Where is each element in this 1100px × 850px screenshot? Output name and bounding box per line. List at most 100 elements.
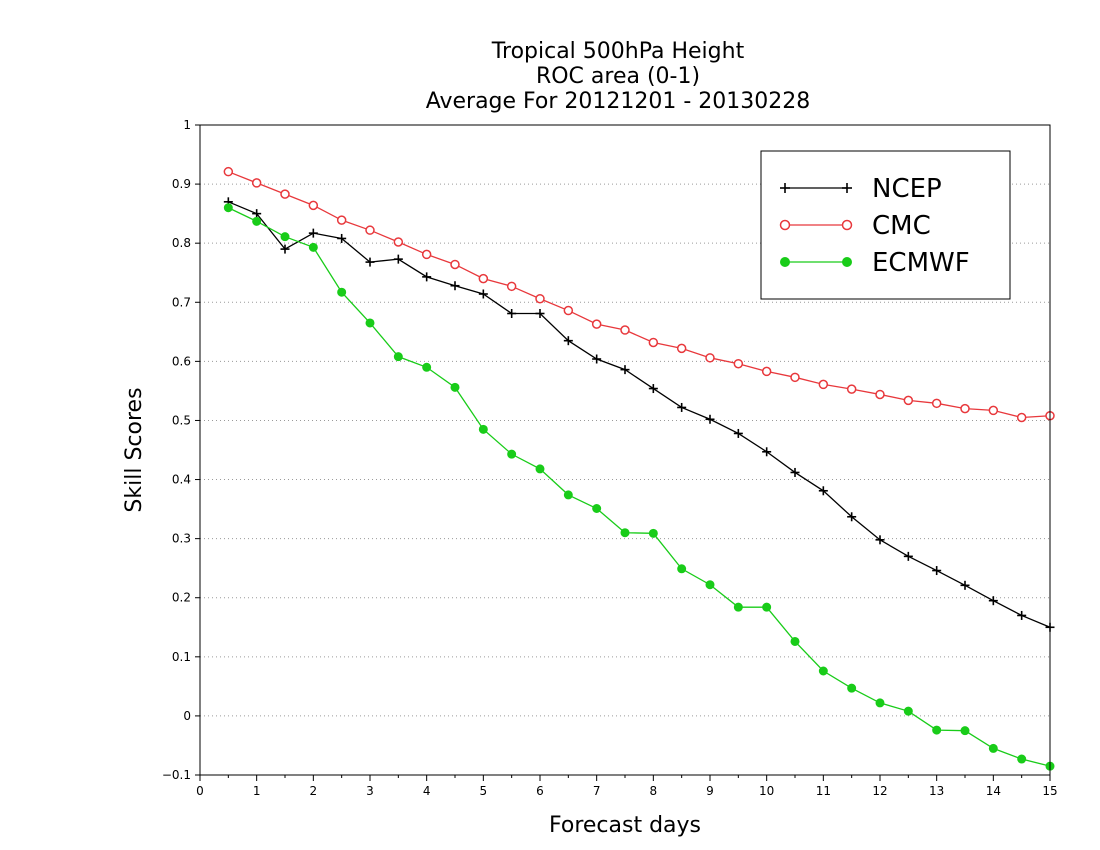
legend-entry-ecmwf: ECMWF — [780, 248, 970, 278]
data-point-cmc — [450, 259, 460, 270]
data-point-ecmwf — [223, 203, 233, 213]
x-tick-label: 9 — [706, 784, 714, 798]
legend-marker — [841, 219, 853, 231]
data-point-cmc — [761, 366, 772, 377]
data-point-ncep — [337, 233, 347, 243]
data-point-ecmwf — [422, 362, 432, 372]
y-tick-label: 0.9 — [172, 177, 191, 191]
y-tick-label: 0.3 — [172, 532, 191, 546]
data-point-ncep — [932, 566, 942, 576]
legend-entry-ncep: NCEP — [780, 174, 942, 204]
y-tick-label: 1 — [183, 118, 191, 132]
x-tick-label: 0 — [196, 784, 204, 798]
y-tick-label: 0.8 — [172, 236, 191, 250]
data-point-ecmwf — [677, 564, 687, 574]
chart-title-line-2: ROC area (0-1) — [536, 64, 700, 89]
data-point-ecmwf — [818, 666, 828, 676]
data-point-ecmwf — [308, 242, 318, 252]
data-point-ecmwf — [705, 580, 715, 590]
data-point-ncep — [592, 354, 602, 364]
x-tick-label: 1 — [253, 784, 261, 798]
data-point-ecmwf — [592, 504, 602, 513]
data-point-cmc — [818, 379, 829, 390]
legend-label: ECMWF — [872, 248, 970, 278]
data-point-ncep — [705, 414, 715, 424]
x-tick-label: 10 — [759, 784, 774, 798]
data-point-cmc — [988, 405, 999, 416]
data-point-cmc — [223, 166, 234, 177]
x-tick-label: 13 — [929, 784, 944, 798]
x-tick-label: 11 — [816, 784, 831, 798]
data-point-ecmwf — [535, 464, 545, 474]
chart-title-line-3: Average For 20121201 - 20130228 — [426, 89, 811, 114]
data-point-cmc — [591, 319, 602, 329]
chart-title-line-1: Tropical 500hPa Height — [491, 39, 745, 64]
data-point-ecmwf — [450, 382, 460, 392]
legend-entries: NCEP CMC ECMWF — [779, 174, 970, 278]
data-point-ecmwf — [478, 424, 488, 434]
legend-label: NCEP — [872, 174, 942, 204]
x-tick-label: 2 — [310, 784, 318, 798]
y-tick-label: 0.6 — [172, 354, 191, 368]
data-point-ncep — [733, 428, 743, 438]
data-point-ecmwf — [932, 725, 942, 735]
data-point-ncep — [535, 309, 545, 318]
data-point-cmc — [733, 358, 744, 369]
data-point-cmc — [1016, 412, 1027, 423]
data-point-ecmwf — [252, 216, 262, 226]
series-cmc — [223, 166, 1055, 423]
data-point-cmc — [931, 398, 942, 409]
data-point-ncep — [450, 281, 460, 291]
data-point-ncep — [478, 289, 488, 299]
data-point-ecmwf — [762, 602, 772, 612]
x-tick-label: 7 — [593, 784, 601, 798]
legend-marker — [780, 257, 790, 267]
data-point-ncep — [790, 467, 800, 477]
data-point-cmc — [308, 200, 319, 211]
data-point-ncep — [818, 486, 828, 496]
data-point-cmc — [478, 273, 489, 284]
legend-label: CMC — [872, 211, 931, 241]
y-tick-label: 0.4 — [172, 473, 191, 487]
data-point-ecmwf — [365, 318, 375, 328]
series-ecmwf — [223, 203, 1055, 771]
y-tick-label: 0.5 — [172, 413, 191, 427]
data-point-ecmwf — [280, 232, 290, 242]
data-point-ecmwf — [1017, 754, 1027, 764]
data-point-ncep — [620, 365, 630, 375]
y-axis-label: Skill Scores — [122, 387, 147, 512]
data-point-ecmwf — [790, 636, 800, 646]
data-point-cmc — [875, 389, 885, 400]
data-point-cmc — [421, 249, 432, 260]
legend-marker — [779, 219, 791, 231]
x-tick-label: 6 — [536, 784, 544, 798]
data-point-ncep — [1017, 610, 1027, 620]
data-point-cmc — [365, 225, 375, 235]
legend: NCEP CMC ECMWF — [760, 150, 1011, 300]
data-point-cmc — [676, 343, 687, 354]
x-tick-label: 15 — [1042, 784, 1057, 798]
data-point-cmc — [280, 189, 290, 199]
y-tick-label: 0.1 — [172, 650, 191, 664]
data-point-ecmwf — [620, 528, 630, 538]
data-point-ecmwf — [733, 602, 743, 612]
data-point-cmc — [620, 325, 630, 335]
series-line-ecmwf — [228, 207, 1051, 767]
y-tick-label: 0.7 — [172, 295, 191, 309]
data-point-ncep — [677, 402, 687, 412]
tick-layer: −0.100.10.20.30.40.50.60.70.80.910 1 2 3 4 5 6… — [162, 118, 1058, 798]
data-point-ncep — [563, 336, 573, 346]
series-layer — [223, 166, 1055, 771]
data-point-cmc — [903, 395, 914, 406]
data-point-cmc — [705, 353, 715, 363]
data-point-ncep — [280, 244, 290, 254]
data-point-ecmwf — [337, 287, 347, 297]
data-point-ncep — [422, 272, 432, 282]
series-line-ncep — [228, 201, 1051, 628]
legend-marker — [842, 257, 852, 267]
data-point-ncep — [252, 209, 262, 219]
data-point-cmc — [846, 384, 857, 394]
data-point-ecmwf — [903, 706, 913, 716]
